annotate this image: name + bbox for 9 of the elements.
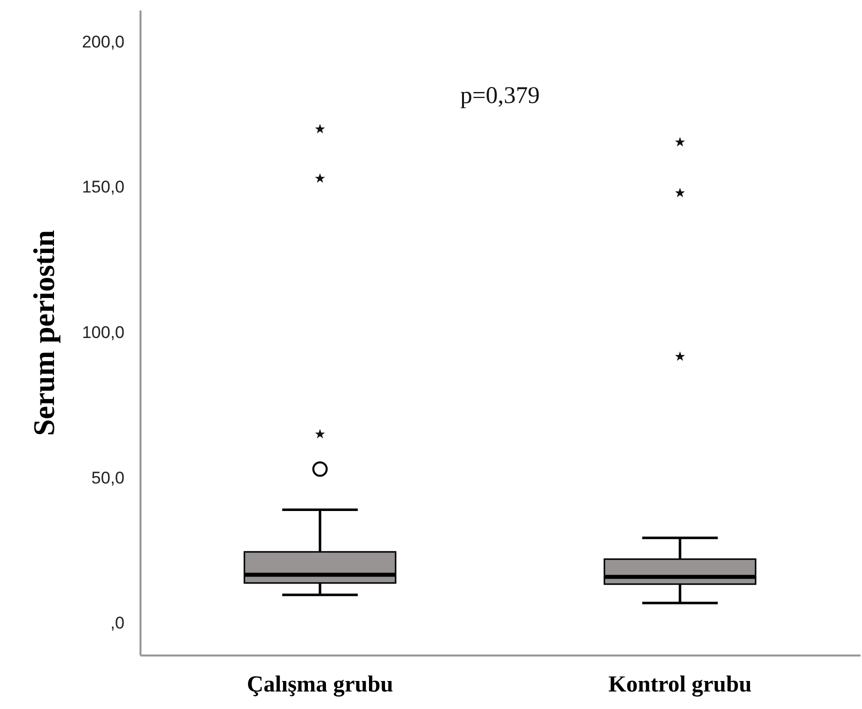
y-tick-label: 50,0 bbox=[91, 468, 124, 488]
y-tick-label: 150,0 bbox=[82, 178, 124, 197]
y-tick-label: ,0 bbox=[110, 614, 124, 633]
y-tick-label: 200,0 bbox=[82, 32, 124, 52]
annotation: p=0,379 bbox=[460, 83, 540, 109]
x-tick-label: Çalışma grubu bbox=[246, 672, 394, 698]
y-axis-title: Serum periostin bbox=[28, 230, 61, 436]
x-tick-label: Kontrol grubu bbox=[608, 672, 752, 698]
y-tick-label: 100,0 bbox=[82, 323, 124, 342]
